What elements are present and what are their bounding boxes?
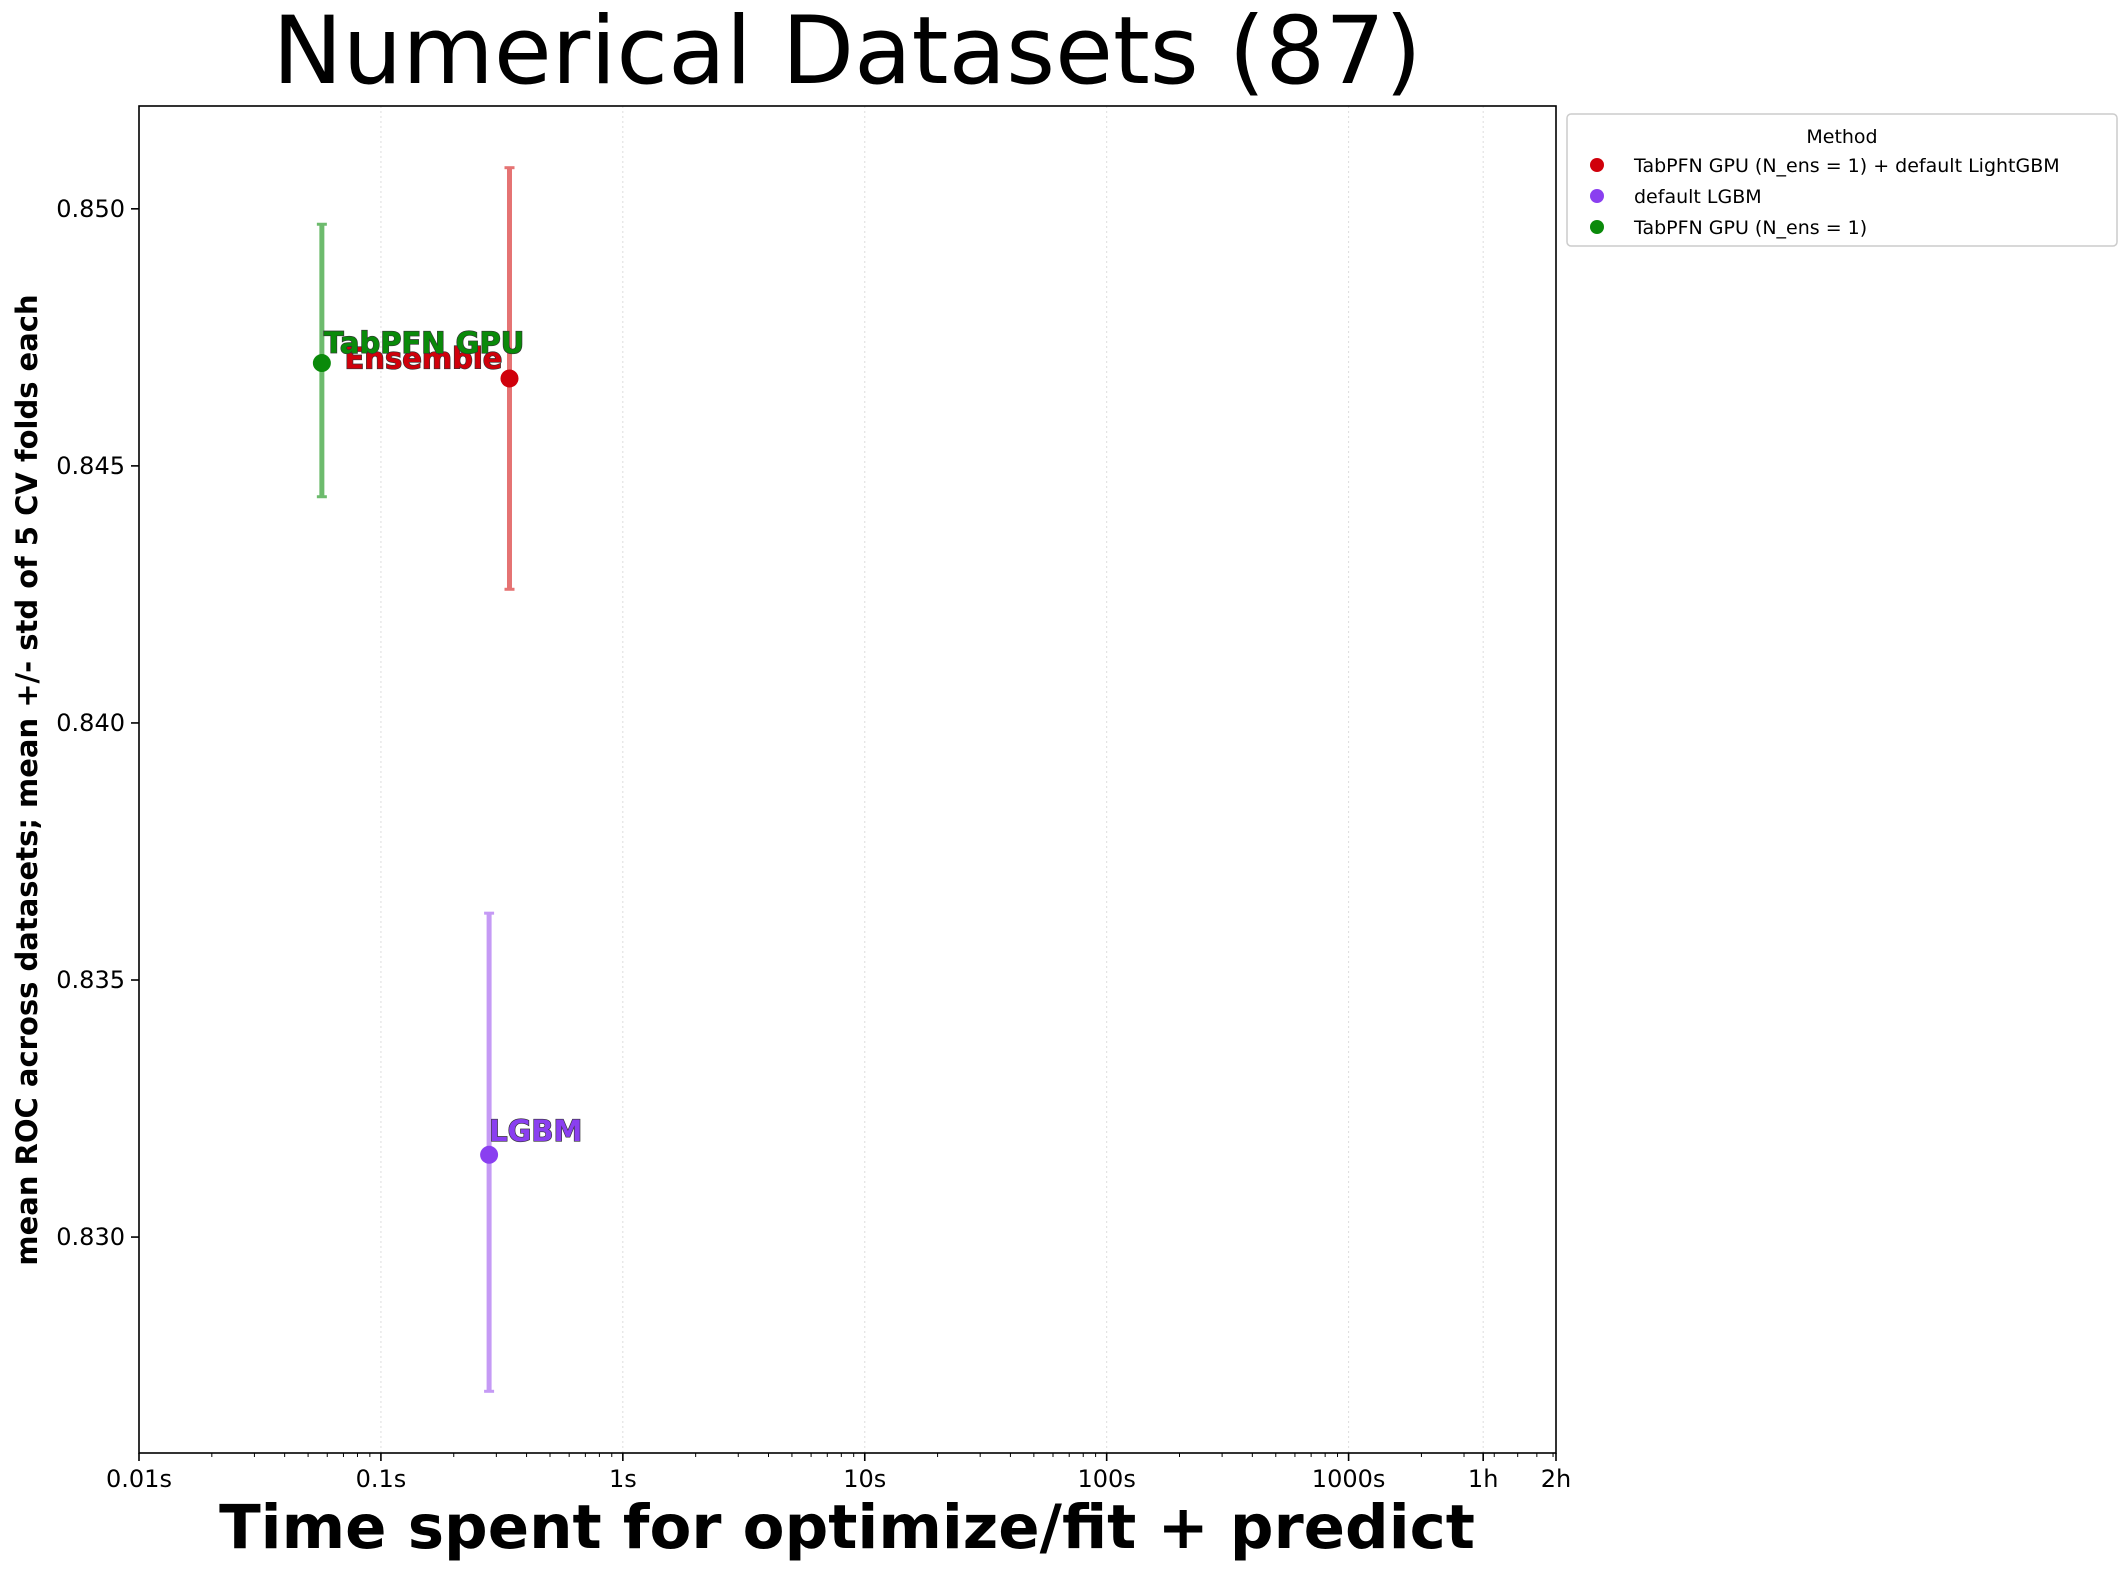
x-tick-label: 100s <box>1078 1465 1136 1493</box>
legend-marker <box>1590 220 1604 234</box>
y-axis-ticks: 0.830 0.835 0.840 0.845 0.850 <box>56 195 139 1251</box>
legend-title: Method <box>1806 126 1877 148</box>
data-point-label: Ensemble <box>344 341 502 375</box>
data-point-label: LGBM <box>489 1114 582 1148</box>
x-tick-label: 10s <box>843 1465 886 1493</box>
y-tick-label: 0.840 <box>56 709 125 737</box>
legend-box <box>1566 113 2118 247</box>
x-tick-label: 1000s <box>1312 1465 1386 1493</box>
y-tick-label: 0.850 <box>56 195 125 223</box>
data-point <box>312 354 331 373</box>
legend: Method TabPFN GPU (N_ens = 1) + default … <box>1566 113 2118 247</box>
legend-marker <box>1590 189 1604 203</box>
legend-marker <box>1590 158 1604 172</box>
x-axis-label: Time spent for optimize/fit + predict <box>219 1492 1475 1563</box>
x-tick-label: 1h <box>1468 1465 1498 1493</box>
x-gridlines <box>380 106 1484 1453</box>
y-axis-label: mean ROC across datasets; mean +/- std o… <box>10 294 44 1265</box>
x-tick-label: 2h <box>1541 1465 1571 1493</box>
legend-label: TabPFN GPU (N_ens = 1) + default LightGB… <box>1633 155 2060 177</box>
data-point <box>480 1145 499 1164</box>
plot-frame <box>138 105 1557 1454</box>
point-label-layer: Ensemble LGBM TabPFN GPU <box>323 325 583 1148</box>
y-tick-label: 0.830 <box>56 1223 125 1251</box>
data-point-label: TabPFN GPU <box>324 326 524 360</box>
legend-entries: TabPFN GPU (N_ens = 1) + default LightGB… <box>1590 155 2060 239</box>
x-tick-label: 0.01s <box>106 1465 172 1493</box>
legend-label: default LGBM <box>1634 186 1762 208</box>
x-tick-label: 0.1s <box>356 1465 407 1493</box>
y-tick-label: 0.835 <box>56 966 125 994</box>
legend-label: TabPFN GPU (N_ens = 1) <box>1633 217 1867 239</box>
data-point <box>500 369 519 388</box>
point-layer <box>312 354 519 1164</box>
y-tick-label: 0.845 <box>56 452 125 480</box>
x-axis-ticks: 0.01s 0.1s 1s 10s 100s 1000s 1h 2h <box>106 1453 1571 1493</box>
chart-title: Numerical Datasets (87) <box>272 0 1421 106</box>
x-tick-label: 1s <box>609 1465 637 1493</box>
